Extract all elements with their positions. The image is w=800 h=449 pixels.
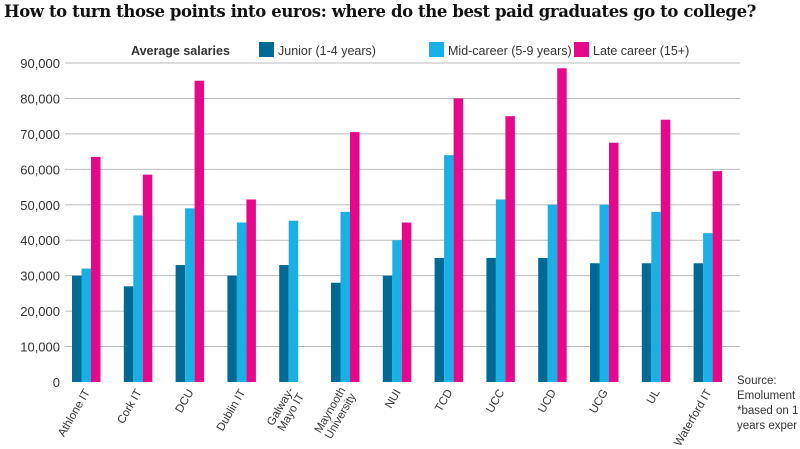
x-tick-label: NUI xyxy=(383,388,403,411)
bar-0 xyxy=(227,275,237,382)
source-line-3: *based on 1 xyxy=(737,405,799,417)
bar-1 xyxy=(495,199,506,382)
y-tick-label: 20,000 xyxy=(20,304,60,319)
x-tick-label: DCU xyxy=(174,388,197,416)
y-tick-label: 60,000 xyxy=(20,162,60,177)
bar-2 xyxy=(453,98,464,382)
bar-1 xyxy=(81,268,91,382)
x-tick-label: Cork IT xyxy=(115,388,144,427)
bar-1 xyxy=(444,155,454,382)
bar-0 xyxy=(641,263,652,382)
source-line-2: Emolument xyxy=(737,390,796,402)
x-tick-label: TCD xyxy=(433,388,455,414)
x-tick-label: UCC xyxy=(484,388,507,416)
legend-title: Average salaries xyxy=(131,44,230,58)
y-tick-label: 80,000 xyxy=(20,91,60,106)
bar-1 xyxy=(288,220,299,382)
legend-swatch-0 xyxy=(259,42,274,57)
bar-2 xyxy=(142,174,153,382)
bar-1 xyxy=(651,211,661,382)
legend-swatch-1 xyxy=(429,42,444,57)
chart-title: How to turn those points into euros: whe… xyxy=(4,2,756,21)
bar-0 xyxy=(279,265,289,382)
x-tick-label: Waterford IT xyxy=(672,388,714,449)
x-tick-label: UL xyxy=(645,387,663,406)
legend-label-0: Junior (1-4 years) xyxy=(278,44,376,58)
x-tick-label: Dublin IT xyxy=(215,388,248,434)
bar-0 xyxy=(175,265,186,382)
bar-2 xyxy=(194,80,205,382)
bar-1 xyxy=(547,204,558,382)
bar-1 xyxy=(185,208,195,382)
bar-2 xyxy=(91,156,101,382)
y-tick-label: 0 xyxy=(53,375,60,390)
x-tick-label: UCD xyxy=(536,388,559,416)
bar-2 xyxy=(246,199,256,382)
y-tick-label: 90,000 xyxy=(20,56,60,71)
bar-1 xyxy=(236,222,247,382)
bar-2 xyxy=(505,116,515,383)
legend-swatch-2 xyxy=(574,42,589,57)
bar-2 xyxy=(401,222,412,382)
source-line-1: Source: xyxy=(737,375,777,387)
bar-1 xyxy=(340,211,350,382)
x-tick-label: Athlone IT xyxy=(56,388,93,439)
bar-0 xyxy=(538,257,548,382)
y-tick-label: 30,000 xyxy=(20,269,60,284)
bar-0 xyxy=(72,275,82,382)
bar-1 xyxy=(392,240,402,382)
bar-0 xyxy=(590,263,600,382)
bar-2 xyxy=(609,142,619,382)
y-tick-label: 40,000 xyxy=(20,233,60,248)
bar-1 xyxy=(599,204,609,382)
y-tick-label: 50,000 xyxy=(20,198,60,213)
legend-label-1: Mid-career (5-9 years) xyxy=(448,44,572,58)
y-tick-label: 10,000 xyxy=(20,340,60,355)
bar-1 xyxy=(133,215,143,382)
bar-0 xyxy=(331,282,341,382)
legend-label-2: Late career (15+) xyxy=(593,44,689,58)
x-tick-label: Galway-Mayo IT xyxy=(265,385,307,434)
bar-1 xyxy=(703,233,713,382)
x-tick-label: MaynoothUniversity xyxy=(313,385,359,441)
bar-0 xyxy=(382,275,393,382)
x-tick-label: UCG xyxy=(588,387,611,415)
y-tick-label: 70,000 xyxy=(20,127,60,142)
bar-0 xyxy=(123,286,134,382)
bar-0 xyxy=(486,257,496,382)
bar-2 xyxy=(660,119,671,382)
source-line-4: years exper xyxy=(737,420,798,432)
bar-2 xyxy=(350,132,360,382)
bar-0 xyxy=(434,257,445,382)
bar-2 xyxy=(712,171,723,382)
bar-2 xyxy=(557,68,567,383)
bar-0 xyxy=(693,263,704,382)
